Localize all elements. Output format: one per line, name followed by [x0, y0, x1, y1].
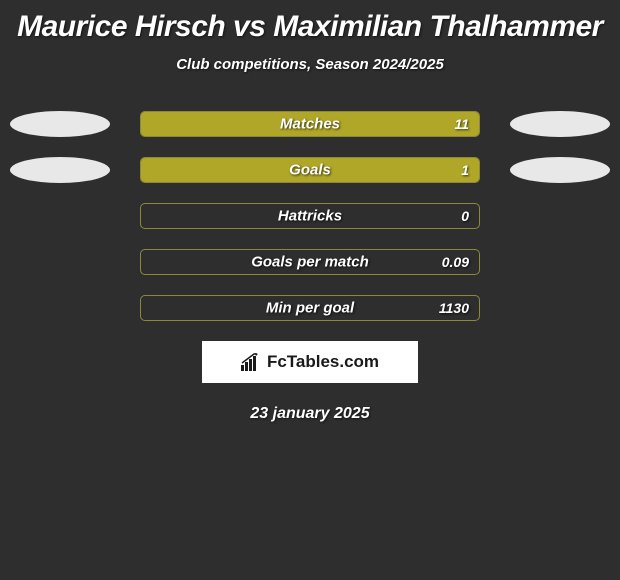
stat-row: Goals1: [0, 157, 620, 183]
stat-bar: Min per goal1130: [140, 295, 480, 321]
date-text: 23 january 2025: [0, 405, 620, 423]
player-left-oval: [10, 111, 110, 137]
stat-value: 0: [461, 208, 469, 224]
stat-label: Min per goal: [141, 300, 479, 317]
player-left-oval: [10, 157, 110, 183]
subtitle: Club competitions, Season 2024/2025: [0, 56, 620, 73]
stat-label: Hattricks: [141, 208, 479, 225]
stat-bar-fill: [141, 112, 479, 136]
logo-text: FcTables.com: [267, 352, 379, 372]
logo-badge[interactable]: FcTables.com: [202, 341, 418, 383]
stat-value: 0.09: [442, 254, 469, 270]
stat-bar: Hattricks0: [140, 203, 480, 229]
stat-row: Goals per match0.09: [0, 249, 620, 275]
stat-row: Min per goal1130: [0, 295, 620, 321]
stat-value: 1130: [439, 300, 469, 316]
stat-row: Matches11: [0, 111, 620, 137]
stat-bar: Matches11: [140, 111, 480, 137]
stat-bar: Goals per match0.09: [140, 249, 480, 275]
comparison-card: Maurice Hirsch vs Maximilian Thalhammer …: [0, 0, 620, 423]
page-title: Maurice Hirsch vs Maximilian Thalhammer: [0, 2, 620, 56]
chart-bars-icon: [241, 353, 263, 371]
logo-inner: FcTables.com: [241, 352, 379, 372]
stat-row: Hattricks0: [0, 203, 620, 229]
stat-label: Goals per match: [141, 254, 479, 271]
stat-bar-fill: [141, 158, 479, 182]
stats-list: Matches11 Goals1 Hattricks0 Goals per match…: [0, 111, 620, 321]
player-right-oval: [510, 111, 610, 137]
player-right-oval: [510, 157, 610, 183]
stat-bar: Goals1: [140, 157, 480, 183]
